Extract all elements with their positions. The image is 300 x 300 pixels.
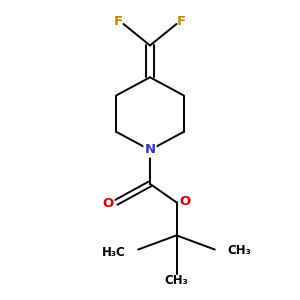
Text: F: F — [114, 15, 123, 28]
Text: F: F — [177, 15, 186, 28]
Text: N: N — [144, 143, 156, 157]
Text: CH₃: CH₃ — [165, 274, 188, 287]
Text: CH₃: CH₃ — [227, 244, 251, 257]
Text: H₃C: H₃C — [102, 246, 126, 259]
Text: O: O — [102, 197, 113, 210]
Text: O: O — [179, 195, 190, 208]
